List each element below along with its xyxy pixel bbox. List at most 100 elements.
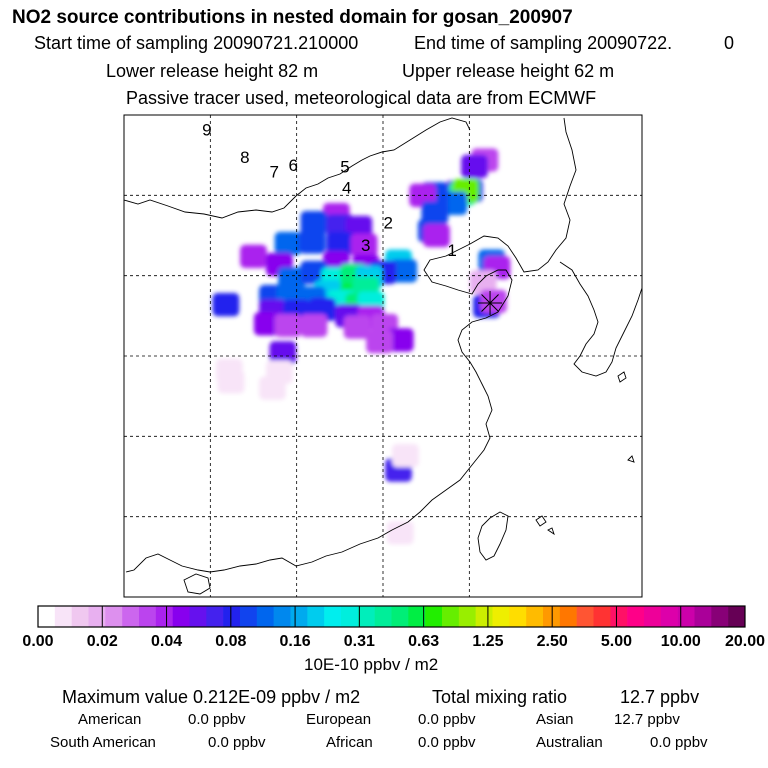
legend-swatch-16 — [307, 606, 325, 627]
legend-swatch-29 — [526, 606, 544, 627]
upper-release-label: Upper release height 62 m — [402, 61, 615, 81]
concentration-cell-46 — [253, 312, 281, 336]
region-name-european: European — [306, 711, 372, 728]
legend-swatch-28 — [509, 606, 527, 627]
max-value-label: Maximum value 0.212E-09 ppbv / m2 — [62, 687, 361, 707]
tracer-note: Passive tracer used, meteorological data… — [126, 88, 597, 108]
legend-tick-label-3: 0.08 — [215, 633, 246, 650]
concentration-cell-62 — [217, 370, 245, 394]
legend-swatch-9 — [189, 606, 207, 627]
concentration-cell-9 — [421, 201, 449, 225]
end-time-label: End time of sampling 20090722. — [414, 33, 673, 53]
plot-frame — [123, 114, 643, 598]
legend-swatch-10 — [206, 606, 224, 627]
trajectory-label-1: 1 — [447, 241, 456, 260]
trajectory-label-4: 4 — [342, 178, 351, 197]
legend-swatch-26 — [475, 606, 493, 627]
coastline-japan-islands — [535, 371, 635, 536]
legend-swatch-22 — [408, 606, 426, 627]
end-time-tail: 0 — [724, 33, 735, 53]
trajectory-label-3: 3 — [361, 236, 370, 255]
legend-swatch-34 — [610, 606, 628, 627]
legend-tick-label-6: 0.63 — [408, 633, 439, 650]
concentration-cell-54 — [212, 292, 240, 317]
legend-tick-label-9: 5.00 — [601, 633, 632, 650]
region-value-asian: 12.7 ppbv — [614, 711, 680, 728]
legend-unit-label: 10E-10 ppbv / m2 — [304, 655, 439, 674]
legend-swatch-32 — [576, 606, 594, 627]
trajectory-label-2: 2 — [383, 214, 392, 233]
region-value-australian: 0.0 ppbv — [650, 734, 708, 751]
legend-swatch-1 — [54, 606, 72, 627]
legend-swatch-37 — [660, 606, 678, 627]
legend-swatch-12 — [240, 606, 258, 627]
concentration-cell-11 — [423, 223, 450, 248]
chart-title: NO2 source contributions in nested domai… — [12, 7, 573, 28]
coastline-taiwan — [477, 511, 509, 561]
legend-swatch-31 — [559, 606, 577, 627]
concentration-cell-49 — [343, 315, 371, 339]
legend-swatch-8 — [172, 606, 190, 627]
legend-swatch-19 — [357, 606, 375, 627]
legend-swatch-40 — [711, 606, 729, 627]
region-name-american: American — [78, 711, 142, 728]
legend-tick-label-4: 0.16 — [280, 633, 311, 650]
concentration-cell-17 — [298, 230, 326, 254]
legend-swatch-14 — [273, 606, 291, 627]
legend-swatch-4 — [105, 606, 123, 627]
legend-swatch-33 — [593, 606, 611, 627]
concentration-cell-47 — [274, 313, 302, 338]
legend-swatch-2 — [71, 606, 89, 627]
legend-tick-label-0: 0.00 — [22, 633, 53, 650]
legend-tick-label-5: 0.31 — [344, 633, 375, 650]
total-mixing-value: 12.7 ppbv — [620, 687, 700, 707]
legend-swatch-0 — [38, 606, 56, 627]
concentration-cell-13 — [300, 210, 328, 235]
receptor-marker-gosan — [478, 290, 503, 315]
region-value-african: 0.0 ppbv — [418, 734, 476, 751]
legend-swatch-20 — [374, 606, 392, 627]
concentration-cell-18 — [326, 231, 354, 256]
legend-swatch-21 — [391, 606, 409, 627]
graticule — [124, 115, 642, 597]
region-name-african: African — [326, 734, 373, 751]
legend-tick-label-1: 0.02 — [87, 633, 118, 650]
concentration-cell-19 — [350, 233, 378, 257]
legend-swatch-23 — [425, 606, 443, 627]
trajectory-label-7: 7 — [269, 162, 278, 181]
concentration-cell-59 — [480, 289, 507, 314]
concentration-cell-15 — [345, 215, 373, 240]
start-time-label: Start time of sampling 20090721.210000 — [34, 33, 359, 53]
legend-swatch-39 — [694, 606, 712, 627]
color-legend: 0.00 0.02 0.04 0.08 0.16 0.31 0.63 1.25 2.50 5.00… — [22, 605, 765, 650]
concentration-cell-65 — [392, 443, 419, 468]
legend-swatch-13 — [256, 606, 274, 627]
legend-swatch-36 — [644, 606, 662, 627]
legend-swatch-6 — [139, 606, 157, 627]
trajectory-label-9: 9 — [202, 121, 211, 140]
legend-swatch-18 — [341, 606, 359, 627]
trajectory-label-5: 5 — [340, 158, 349, 177]
region-value-american: 0.0 ppbv — [188, 711, 246, 728]
concentration-cell-16 — [274, 231, 302, 256]
legend-swatch-15 — [290, 606, 308, 627]
legend-tick-label-2: 0.04 — [151, 633, 182, 650]
legend-swatch-41 — [728, 606, 746, 627]
concentration-cell-1 — [461, 154, 488, 179]
concentration-cell-64 — [259, 376, 286, 400]
legend-tick-label-7: 1.25 — [472, 633, 503, 650]
region-name-australian: Australian — [536, 734, 603, 751]
region-value-european: 0.0 ppbv — [418, 711, 476, 728]
trajectory-label-8: 8 — [240, 148, 249, 167]
concentration-cell-8 — [409, 183, 437, 207]
legend-swatch-25 — [458, 606, 476, 627]
coastline-korea — [559, 261, 642, 377]
lower-release-label: Lower release height 82 m — [106, 61, 319, 81]
legend-swatch-38 — [677, 606, 695, 627]
concentration-cells — [212, 148, 511, 545]
region-name-south-american: South American — [50, 734, 156, 751]
coastline-east-china — [125, 117, 577, 573]
concentration-cell-57 — [469, 270, 497, 294]
